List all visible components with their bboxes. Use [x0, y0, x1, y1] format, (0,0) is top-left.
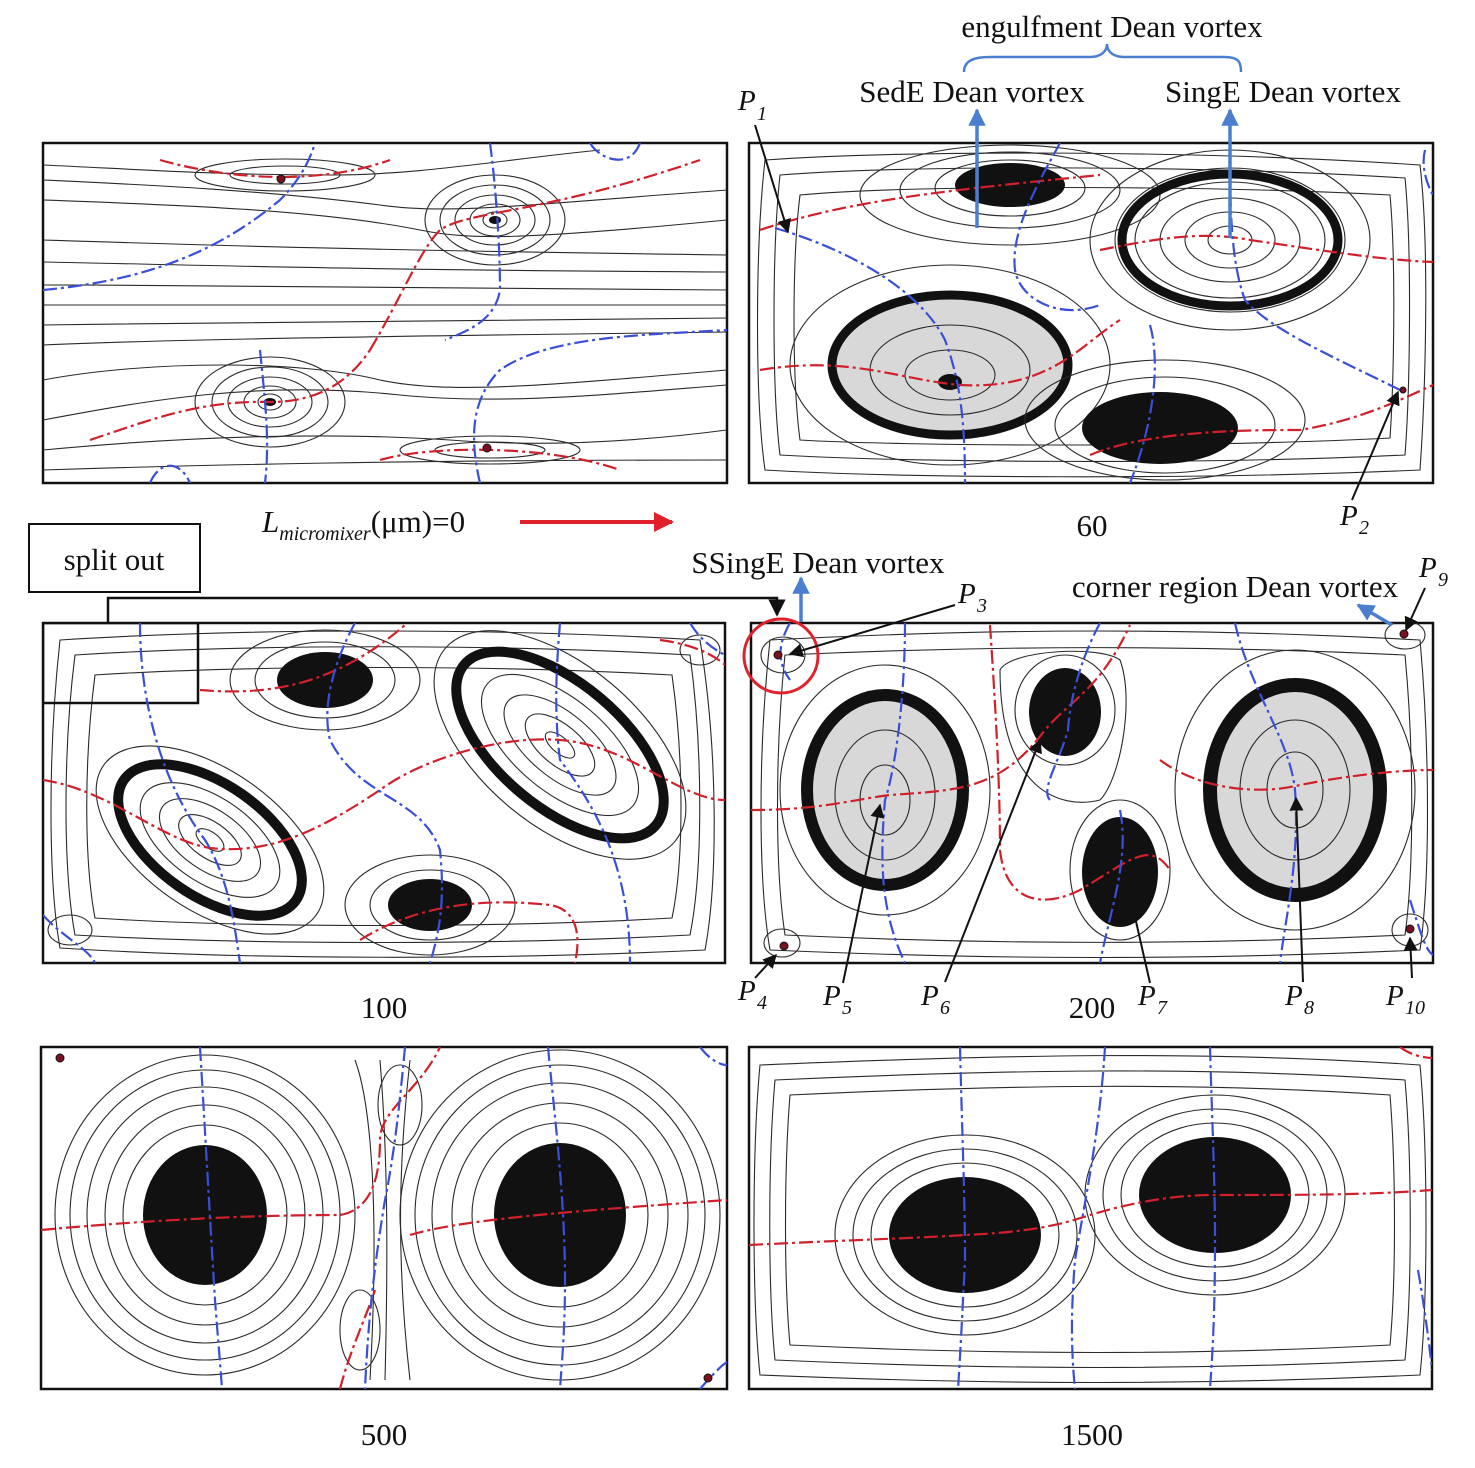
svg-text:P: P	[1418, 552, 1437, 584]
p2-arrow	[1351, 390, 1400, 501]
corner-label: corner region Dean vortex	[1072, 569, 1399, 604]
p9-arrow	[1404, 587, 1426, 632]
point-label-p1: P 1	[737, 85, 767, 125]
point-label-p10: P 10	[1385, 980, 1425, 1019]
split-out-box	[43, 623, 200, 705]
svg-text:1: 1	[757, 103, 767, 125]
svg-text:P: P	[1339, 500, 1358, 532]
engulfment-label: engulfment Dean vortex	[961, 9, 1263, 44]
panel-l100	[41, 621, 727, 965]
panel-l60-streamlines	[756, 143, 1433, 483]
svg-text:9: 9	[1438, 569, 1448, 591]
panel-l200	[742, 617, 1435, 965]
split-out-callout	[28, 523, 201, 593]
panel-l60	[747, 141, 1435, 485]
svg-text:3: 3	[976, 595, 987, 617]
ssinge-highlight-circle	[742, 617, 820, 695]
ssinge-label: SSingE Dean vortex	[691, 545, 945, 580]
p7-arrow	[1125, 893, 1151, 984]
p10-arrow	[1403, 936, 1418, 979]
svg-text:7: 7	[1157, 997, 1168, 1019]
svg-text:2: 2	[1359, 517, 1369, 539]
p4-arrow	[754, 953, 777, 979]
panel-label-200: 200	[1069, 990, 1116, 1025]
sede-label: SedE Dean vortex	[859, 74, 1085, 109]
svg-text:P: P	[737, 85, 756, 117]
svg-text:P: P	[737, 975, 756, 1007]
panel-l500-streamlines	[41, 1047, 727, 1389]
panel-l100-streamlines	[43, 623, 725, 963]
singe-label: SingE Dean vortex	[1165, 74, 1401, 109]
svg-text:10: 10	[1405, 997, 1425, 1019]
svg-text:6: 6	[940, 997, 950, 1019]
point-label-p2: P 2	[1339, 500, 1369, 539]
svg-text:P: P	[920, 980, 939, 1012]
p5-arrow	[842, 803, 885, 984]
svg-text:4: 4	[757, 992, 767, 1014]
panel-label-1500: 1500	[1061, 1417, 1123, 1452]
panel-l500	[39, 1045, 729, 1391]
split-out-connector	[106, 596, 786, 622]
svg-text:P: P	[1137, 980, 1156, 1012]
svg-text:P: P	[957, 578, 976, 610]
panel-label-60: 60	[1077, 508, 1108, 543]
p3-arrow	[788, 604, 956, 658]
panel-l1500-frame	[747, 1045, 1434, 1391]
point-label-p4: P 4	[737, 975, 767, 1014]
panel-l1500	[747, 1045, 1434, 1391]
svg-text:P: P	[822, 980, 841, 1012]
panel-label-500: 500	[361, 1417, 408, 1452]
svg-text:5: 5	[842, 997, 852, 1019]
panel-l0-streamlines	[43, 143, 727, 483]
p8-arrow	[1289, 796, 1304, 983]
panel-l0	[41, 141, 729, 485]
point-label-p8: P 8	[1284, 980, 1314, 1019]
point-label-p9: P 9	[1418, 552, 1448, 591]
corner-pointer-arrow	[1356, 603, 1393, 627]
point-label-p6: P 6	[920, 980, 950, 1019]
panel-l100-frame	[41, 621, 727, 965]
p1-arrow	[754, 124, 791, 234]
split-out-label: split out	[64, 542, 165, 577]
svg-text:P: P	[1385, 980, 1404, 1012]
panel-l1500-streamlines	[749, 1047, 1432, 1389]
p6-arrow	[944, 738, 1042, 983]
panel-l0-frame	[41, 141, 729, 485]
svg-text:P: P	[1284, 980, 1303, 1012]
engulfment-brace	[962, 43, 1243, 73]
panel-l200-streamlines	[751, 623, 1433, 963]
length-label: Lmicromixer(μm)=0	[261, 504, 465, 545]
point-label-p3: P 3	[957, 578, 987, 617]
point-label-p7: P 7	[1137, 980, 1168, 1019]
point-label-p5: P 5	[822, 980, 852, 1019]
svg-text:8: 8	[1304, 997, 1314, 1019]
panel-label-100: 100	[361, 990, 408, 1025]
